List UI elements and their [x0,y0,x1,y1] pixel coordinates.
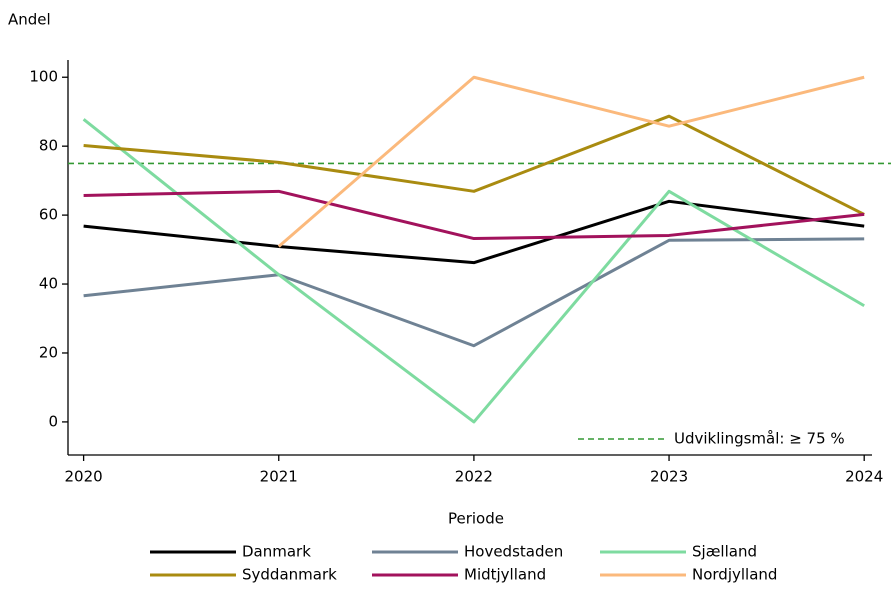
series-line [83,237,865,348]
legend-label: Nordjylland [692,566,777,584]
x-tick-label: 2023 [650,468,688,486]
legend-label: Sjælland [692,543,757,561]
legend-label: Midtjylland [464,566,546,584]
reference-label: Udviklingsmål: ≥ 75 % [674,430,845,448]
series-line [277,75,865,248]
series-line [83,189,865,241]
y-tick-label: 0 [48,412,58,430]
series-line [83,114,865,216]
y-tick-label: 40 [39,275,58,293]
series-line [83,199,865,265]
y-tick-label: 80 [39,137,58,155]
legend-label: Hovedstaden [464,543,563,561]
x-tick-label: 2024 [845,468,883,486]
y-axis-title: Andel [8,11,51,29]
legend-label: Syddanmark [242,566,337,584]
y-tick-label: 20 [39,343,58,361]
x-tick-label: 2022 [455,468,493,486]
legend-label: Danmark [242,543,311,561]
y-tick-label: 60 [39,206,58,224]
x-axis-title: Periode [448,510,504,528]
x-tick-label: 2021 [260,468,298,486]
x-tick-label: 2020 [65,468,103,486]
series-line [82,118,865,424]
y-tick-label: 100 [29,68,58,86]
